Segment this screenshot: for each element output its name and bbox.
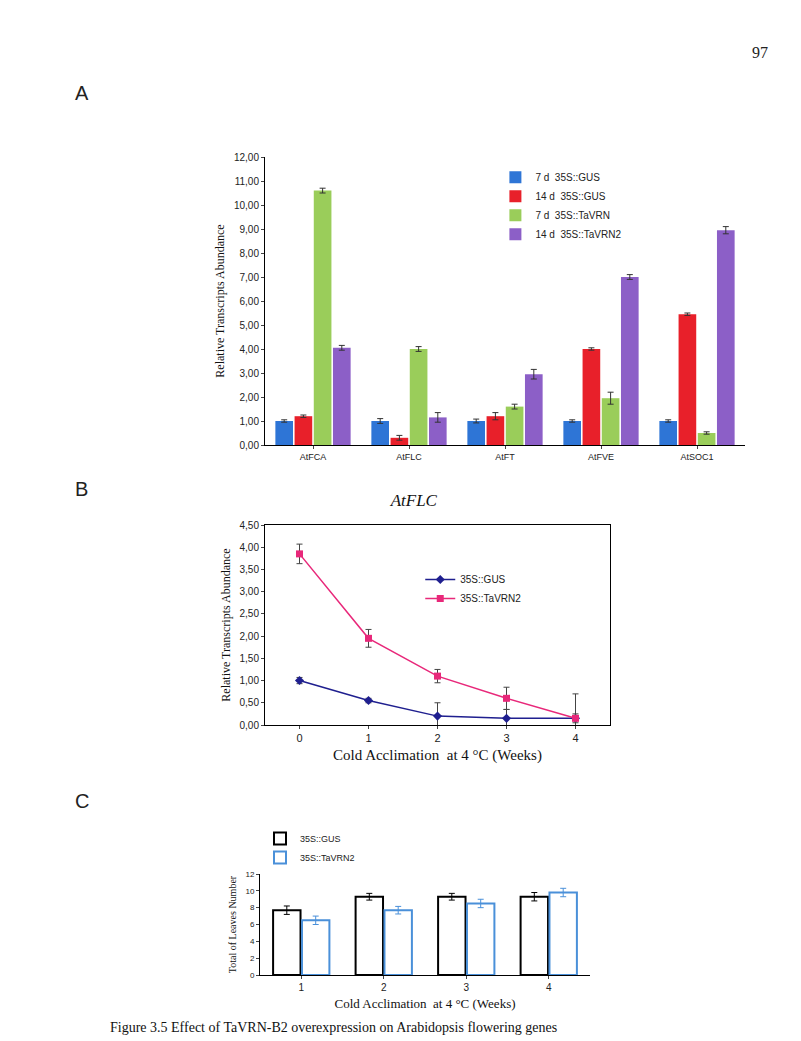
svg-text:10: 10: [245, 887, 254, 896]
svg-text:Total of Leaves Number: Total of Leaves Number: [227, 875, 238, 973]
svg-text:3,00: 3,00: [240, 368, 260, 379]
svg-text:1,00: 1,00: [240, 675, 260, 686]
svg-text:6,00: 6,00: [240, 296, 260, 307]
svg-text:7,00: 7,00: [240, 272, 260, 283]
svg-text:4,50: 4,50: [240, 520, 260, 531]
svg-text:0,00: 0,00: [240, 440, 260, 451]
svg-text:2,00: 2,00: [240, 631, 260, 642]
svg-text:35S::GUS: 35S::GUS: [300, 834, 341, 844]
svg-text:8: 8: [250, 903, 255, 912]
svg-text:11,00: 11,00: [235, 176, 260, 187]
svg-text:1,50: 1,50: [240, 653, 260, 664]
svg-text:0,00: 0,00: [240, 720, 260, 731]
svg-text:12: 12: [245, 870, 254, 879]
svg-text:3: 3: [503, 732, 509, 744]
svg-text:2,00: 2,00: [240, 392, 260, 403]
html-text:A: A: [75, 82, 89, 104]
svg-text:0: 0: [250, 971, 255, 980]
svg-text:2,50: 2,50: [240, 608, 260, 619]
svg-text:0: 0: [296, 732, 302, 744]
svg-text:35S::TaVRN2: 35S::TaVRN2: [300, 853, 355, 863]
html-text:B: B: [75, 478, 89, 500]
svg-text:3,50: 3,50: [240, 564, 260, 575]
svg-text:AtFLC: AtFLC: [390, 491, 438, 510]
svg-text:6: 6: [250, 920, 255, 929]
svg-text:8,00: 8,00: [240, 248, 260, 259]
svg-text:AtSOC1: AtSOC1: [680, 452, 713, 462]
svg-text:Cold Acclimation at 4 °C (Wee: Cold Acclimation at 4 °C (Weeks): [334, 996, 515, 1011]
svg-text:1: 1: [365, 732, 371, 744]
svg-text:7 d 35S::TaVRN: 7 d 35S::TaVRN: [535, 210, 609, 221]
html-text:C: C: [75, 790, 90, 812]
svg-text:Cold Acclimation at 4 °C (Wee: Cold Acclimation at 4 °C (Weeks): [333, 747, 542, 764]
svg-text:4: 4: [250, 937, 255, 946]
svg-text:2: 2: [381, 982, 387, 993]
svg-text:3,00: 3,00: [240, 586, 260, 597]
svg-text:4,00: 4,00: [240, 344, 260, 355]
svg-text:AtFVE: AtFVE: [588, 452, 614, 462]
svg-text:Relative Transcripts Abundance: Relative Transcripts Abundance: [219, 548, 233, 701]
svg-text:7 d 35S::GUS: 7 d 35S::GUS: [535, 172, 600, 183]
svg-text:Relative Transcripts Abundance: Relative Transcripts Abundance: [213, 224, 227, 377]
svg-text:AtFLC: AtFLC: [396, 452, 422, 462]
svg-text:0,50: 0,50: [240, 697, 260, 708]
svg-text:AtFCA: AtFCA: [300, 452, 327, 462]
svg-text:1: 1: [298, 982, 304, 993]
svg-text:9,00: 9,00: [240, 224, 260, 235]
svg-text:4: 4: [546, 982, 552, 993]
svg-text:14 d 35S::TaVRN2: 14 d 35S::TaVRN2: [535, 229, 621, 240]
svg-text:3: 3: [463, 982, 469, 993]
svg-text:5,00: 5,00: [240, 320, 260, 331]
html-text:Figure 3.5 Effect of TaVRN-B2: Figure 3.5 Effect of TaVRN-B2 overexpres…: [110, 1020, 558, 1035]
svg-text:12,00: 12,00: [234, 152, 259, 163]
html-text:97: 97: [752, 44, 768, 61]
svg-text:2: 2: [434, 732, 440, 744]
svg-text:4: 4: [572, 732, 578, 744]
svg-text:14 d 35S::GUS: 14 d 35S::GUS: [535, 191, 605, 202]
svg-text:35S::GUS: 35S::GUS: [460, 574, 505, 585]
svg-text:35S::TaVRN2: 35S::TaVRN2: [460, 593, 521, 604]
svg-text:AtFT: AtFT: [495, 452, 515, 462]
svg-text:10,00: 10,00: [234, 200, 259, 211]
svg-text:4,00: 4,00: [240, 542, 260, 553]
svg-text:2: 2: [250, 954, 255, 963]
svg-text:1,00: 1,00: [240, 416, 260, 427]
